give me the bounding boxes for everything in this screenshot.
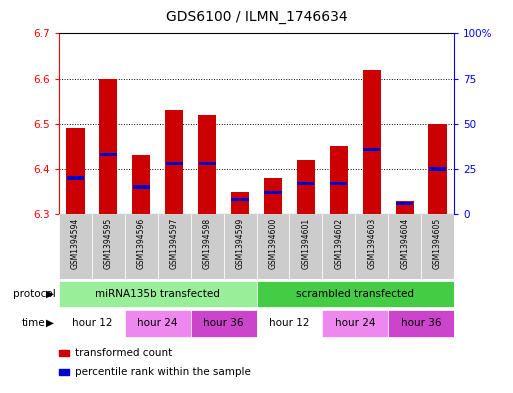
Text: GDS6100 / ILMN_1746634: GDS6100 / ILMN_1746634 (166, 10, 347, 24)
Text: GSM1394604: GSM1394604 (400, 217, 409, 269)
Bar (224, 214, 256, 279)
Bar (199, 162, 216, 165)
Bar (67, 176, 84, 180)
Text: transformed count: transformed count (75, 348, 172, 358)
Bar (322, 214, 355, 279)
Text: miRNA135b transfected: miRNA135b transfected (95, 289, 220, 299)
Text: GSM1394599: GSM1394599 (235, 217, 245, 269)
Bar (165, 110, 183, 214)
Bar (66, 128, 85, 214)
Bar (297, 160, 315, 214)
Text: ▶: ▶ (46, 289, 54, 299)
Text: GSM1394605: GSM1394605 (433, 217, 442, 269)
Bar (133, 185, 150, 189)
Bar (388, 310, 454, 336)
Bar (330, 182, 347, 185)
Bar (198, 115, 216, 214)
Bar (59, 281, 256, 307)
Bar (396, 200, 413, 214)
Bar (100, 79, 117, 214)
Bar (256, 281, 454, 307)
Bar (59, 350, 69, 356)
Bar (158, 214, 191, 279)
Text: GSM1394602: GSM1394602 (334, 217, 343, 268)
Text: GSM1394603: GSM1394603 (367, 217, 376, 269)
Text: hour 12: hour 12 (269, 318, 310, 328)
Text: hour 24: hour 24 (137, 318, 178, 328)
Bar (396, 202, 413, 205)
Text: GSM1394600: GSM1394600 (268, 217, 278, 269)
Bar (59, 369, 69, 375)
Text: GSM1394596: GSM1394596 (137, 217, 146, 269)
Text: time: time (22, 318, 46, 328)
Text: hour 36: hour 36 (203, 318, 244, 328)
Bar (100, 153, 117, 156)
Bar (166, 162, 183, 165)
Bar (125, 310, 191, 336)
Bar (231, 198, 249, 201)
Text: GSM1394601: GSM1394601 (301, 217, 310, 268)
Bar (264, 178, 282, 214)
Text: hour 24: hour 24 (335, 318, 376, 328)
Bar (363, 70, 381, 214)
Text: GSM1394598: GSM1394598 (203, 217, 212, 268)
Bar (429, 167, 446, 171)
Bar (264, 191, 282, 194)
Bar (132, 156, 150, 214)
Bar (355, 214, 388, 279)
Bar (59, 214, 92, 279)
Text: ▶: ▶ (46, 318, 54, 328)
Bar (92, 214, 125, 279)
Text: GSM1394594: GSM1394594 (71, 217, 80, 269)
Text: hour 36: hour 36 (401, 318, 441, 328)
Bar (125, 214, 158, 279)
Bar (322, 310, 388, 336)
Text: scrambled transfected: scrambled transfected (296, 289, 415, 299)
Text: percentile rank within the sample: percentile rank within the sample (75, 367, 251, 377)
Text: GSM1394597: GSM1394597 (170, 217, 179, 269)
Bar (256, 310, 322, 336)
Bar (388, 214, 421, 279)
Bar (428, 124, 447, 214)
Bar (191, 214, 224, 279)
Text: GSM1394595: GSM1394595 (104, 217, 113, 269)
Text: protocol: protocol (13, 289, 55, 299)
Bar (363, 147, 380, 151)
Text: hour 12: hour 12 (72, 318, 112, 328)
Bar (191, 310, 256, 336)
Bar (231, 192, 249, 214)
Bar (289, 214, 322, 279)
Bar (297, 182, 314, 185)
Bar (256, 214, 289, 279)
Bar (421, 214, 454, 279)
Bar (330, 146, 348, 214)
Bar (59, 310, 125, 336)
